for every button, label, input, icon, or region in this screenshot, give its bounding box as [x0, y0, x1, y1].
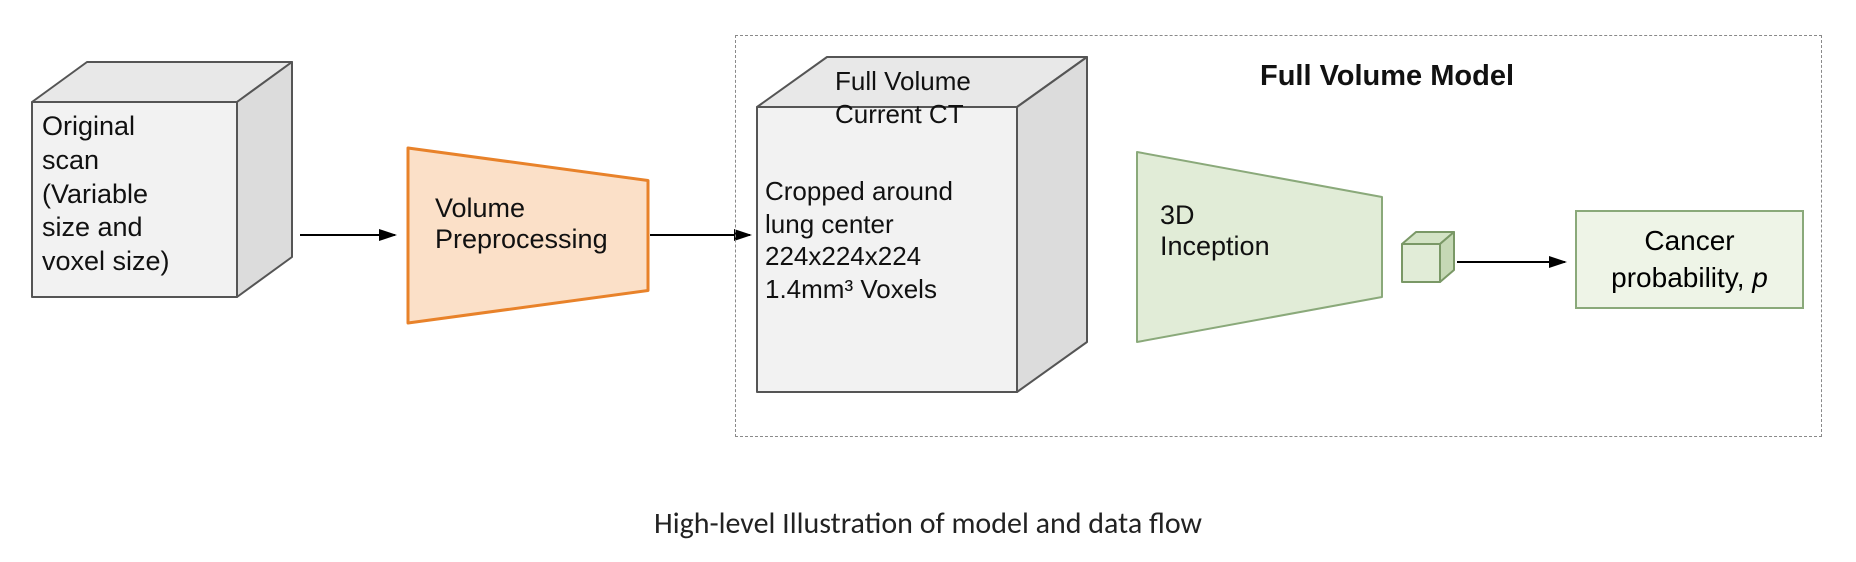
- full-volume-model-title: Full Volume Model: [1260, 60, 1514, 93]
- block-3d-inception: 3DInception: [1135, 150, 1384, 344]
- output-line1: Cancer: [1644, 225, 1734, 256]
- 3d-inception-label: 3DInception: [1160, 200, 1270, 262]
- diagram-stage: Originalscan(Variablesize andvoxel size)…: [0, 0, 1856, 562]
- figure-caption: High-level Illustration of model and dat…: [0, 505, 1856, 542]
- cube-original-scan-label: Originalscan(Variablesize andvoxel size): [42, 110, 227, 279]
- cube-original-scan: Originalscan(Variablesize andvoxel size): [30, 60, 294, 299]
- arrow-icon: [1447, 252, 1575, 272]
- output-line2: probability, p probability, p: [1611, 262, 1768, 293]
- volume-preprocessing-label: VolumePreprocessing: [435, 193, 608, 255]
- cube-full-volume-ct-toplabel: Full VolumeCurrent CT: [835, 65, 971, 130]
- cube-full-volume-ct: Full VolumeCurrent CT Cropped aroundlung…: [755, 55, 1089, 394]
- block-volume-preprocessing: VolumePreprocessing: [405, 145, 651, 326]
- cube-full-volume-ct-label: Cropped aroundlung center224x224x2241.4m…: [765, 175, 1010, 305]
- output-cancer-probability: Cancer probability, p probability, p: [1575, 210, 1804, 309]
- arrow-icon: [290, 225, 405, 245]
